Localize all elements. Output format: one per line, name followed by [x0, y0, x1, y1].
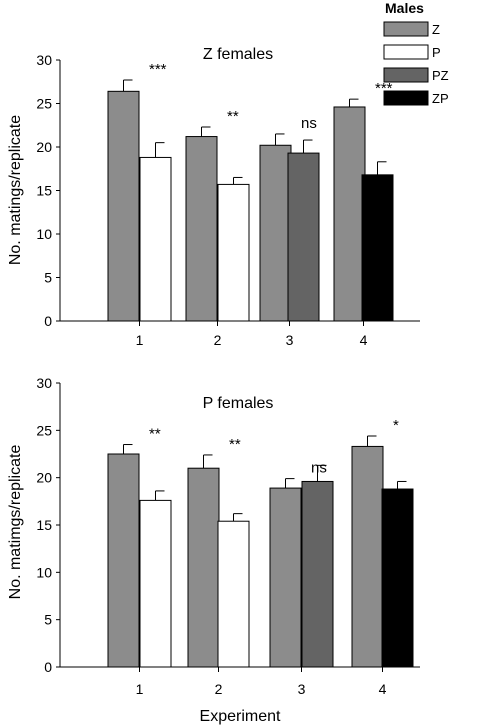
y-tick-label: 30: [36, 375, 52, 391]
significance-annotation: *: [393, 417, 399, 434]
y-tick-label: 20: [36, 139, 52, 155]
y-tick-label: 25: [36, 422, 52, 438]
legend-label-p: P: [432, 45, 441, 60]
x-tick-label: 3: [286, 332, 294, 348]
bar-exp4-zp: [381, 488, 414, 668]
chart-panel-z-females: 0 5 10 15 20 25 30 Z females No. matings/replica…: [7, 46, 420, 348]
y-axis-label: No. matings/replicate: [7, 115, 24, 265]
significance-annotation: ***: [149, 61, 167, 78]
y-tick-label: 20: [36, 470, 52, 486]
legend-items: ZP PZ ZP: [383, 21, 449, 106]
bar-exp2-p: [217, 520, 250, 668]
bar-exp3-pz: [287, 152, 320, 322]
y-tick-label: 15: [36, 517, 52, 533]
x-tick-label: 4: [360, 332, 368, 348]
y-tick-label: 30: [36, 52, 52, 68]
legend-swatch-p: [383, 44, 429, 60]
legend-swatch-pz: [383, 67, 429, 83]
legend-label-zp: ZP: [432, 91, 449, 106]
y-tick-label: 5: [44, 270, 52, 286]
bar-exp3-z: [269, 487, 302, 668]
bar-exp2-p: [217, 183, 250, 322]
x-tick-label: 2: [215, 681, 223, 697]
chart-panel-p-females: 0 5 10 15 20 25 30 P females No. matimgs/replica…: [7, 375, 420, 725]
bar-exp4-z: [333, 106, 366, 322]
significance-annotation: ns: [301, 115, 317, 132]
x-axis-label: Experiment: [200, 708, 281, 725]
chart-title: Z females: [203, 46, 273, 63]
legend: Males ZP PZ ZP: [383, 0, 449, 106]
x-tick-label: 2: [214, 332, 222, 348]
significance-annotation: **: [227, 108, 239, 125]
legend-title: Males: [385, 0, 424, 16]
y-tick-label: 25: [36, 96, 52, 112]
bar-exp1-p: [139, 156, 172, 322]
x-tick-label: 4: [379, 681, 387, 697]
x-tick-label: 1: [136, 332, 144, 348]
y-axis-label: No. matimgs/replicate: [7, 445, 24, 600]
legend-label-pz: PZ: [432, 68, 449, 83]
y-tick-label: 0: [44, 659, 52, 675]
y-tick-label: 0: [44, 313, 52, 329]
bar-exp4-z: [351, 445, 384, 668]
legend-label-z: Z: [432, 22, 440, 37]
y-tick-label: 10: [36, 226, 52, 242]
y-tick-label: 10: [36, 564, 52, 580]
significance-annotation: **: [149, 426, 161, 443]
bar-exp3-pz: [301, 480, 334, 668]
significance-annotation: ***: [375, 80, 393, 97]
bar-exp3-z: [259, 144, 292, 322]
y-tick-label: 15: [36, 183, 52, 199]
legend-swatch-z: [383, 21, 429, 37]
x-tick-label: 3: [298, 681, 306, 697]
chart-title: P females: [203, 395, 274, 412]
bar-exp2-z: [187, 467, 220, 668]
bar-exp1-p: [139, 499, 172, 668]
bar-exp1-z: [107, 453, 140, 668]
bar-exp1-z: [107, 90, 140, 322]
significance-annotation: **: [229, 436, 241, 453]
significance-annotation: ns: [311, 460, 327, 477]
bar-exp2-z: [185, 136, 218, 322]
legend-swatch-zp: [383, 90, 429, 106]
x-tick-label: 1: [136, 681, 144, 697]
y-tick-label: 5: [44, 612, 52, 628]
bar-exp4-zp: [361, 174, 394, 322]
